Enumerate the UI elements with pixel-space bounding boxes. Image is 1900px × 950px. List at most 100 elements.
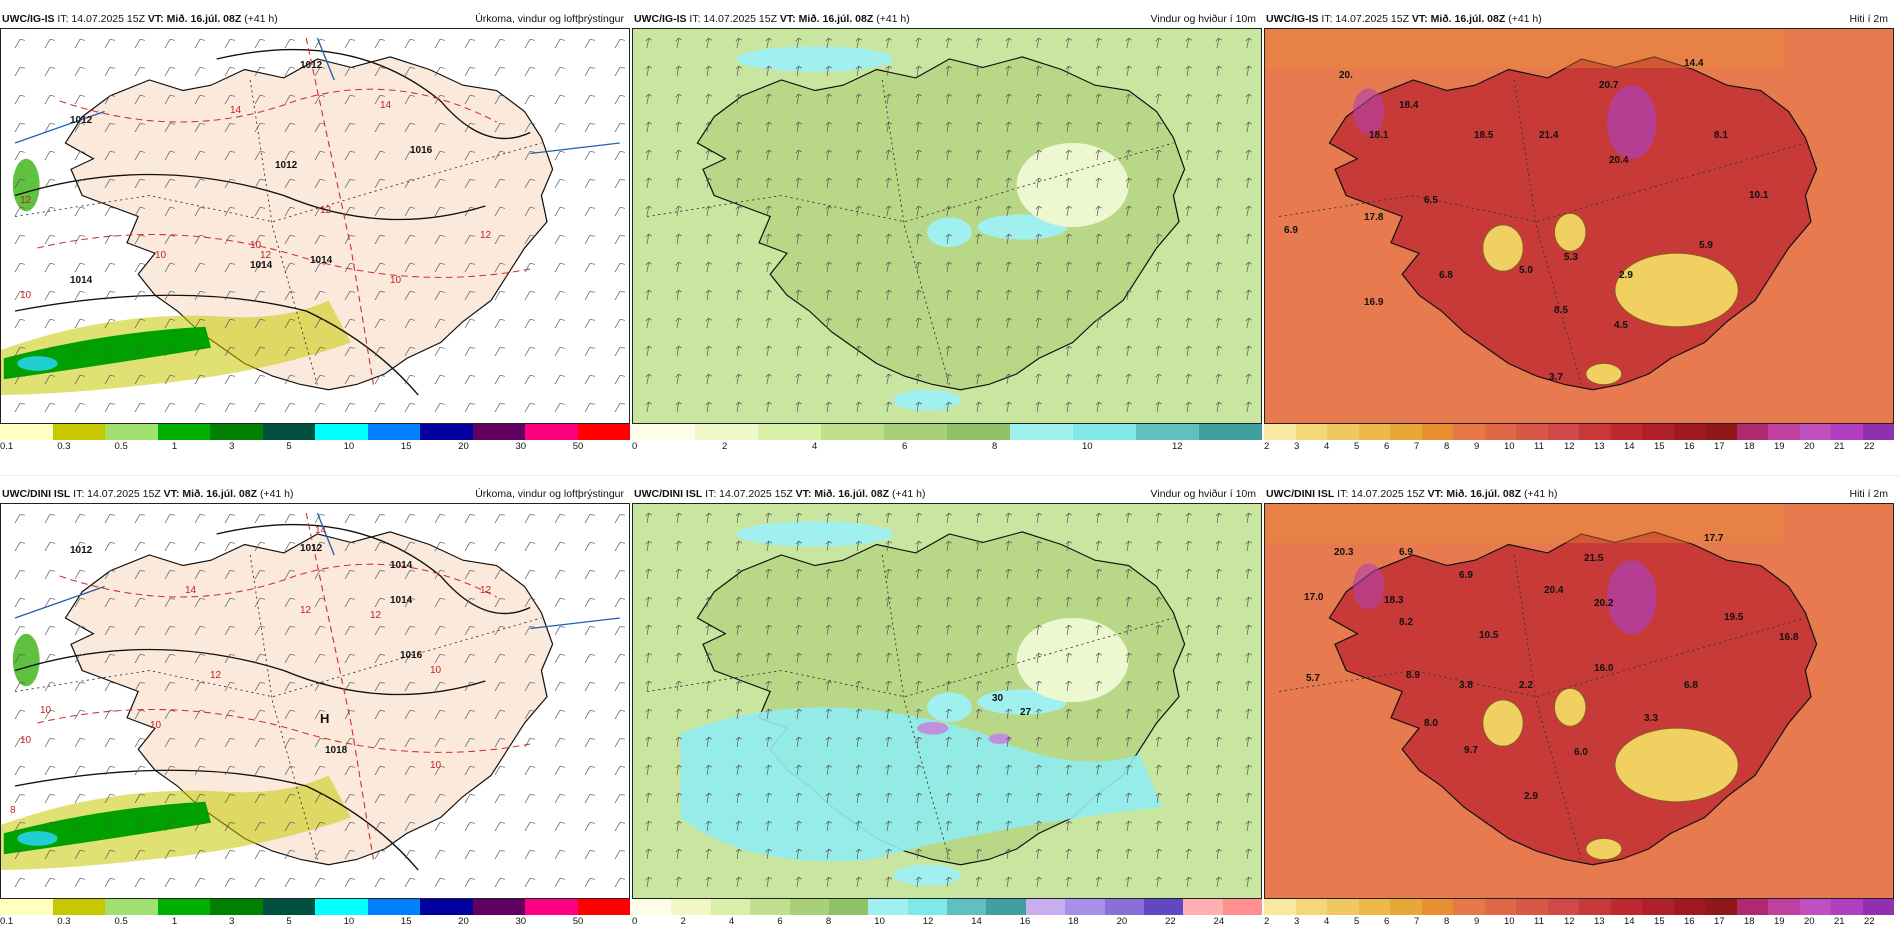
colorbar-tick-label: 12 — [922, 916, 934, 927]
colorbar-tick-label: 10 — [874, 916, 885, 927]
colorbar-segment — [420, 424, 473, 440]
wind-arrows — [14, 38, 626, 413]
colorbar-tick-label: 22 — [1165, 916, 1176, 927]
colorbar-tick-label: 3 — [229, 916, 235, 927]
colorbar-ticks: 0 2 4 6 8 10 12 14 16 18 20 22 24 — [632, 916, 1262, 930]
colorbar-tick-label: 5 — [286, 441, 292, 452]
hot-area — [1352, 563, 1385, 610]
precip-area — [12, 158, 40, 212]
colorbar-tick-label: 15 — [1654, 916, 1665, 927]
panel-dini-temp: UWC/DINI ISL IT: 14.07.2025 15Z VT: Mið.… — [1264, 485, 1894, 950]
colorbar-segment — [1390, 424, 1422, 440]
colorbar — [632, 899, 1262, 915]
init-time: IT: 14.07.2025 15Z — [73, 488, 161, 500]
cool-area — [1554, 687, 1587, 727]
colorbar-tick-label: 10 — [1082, 441, 1093, 452]
colorbar-segment — [1547, 424, 1579, 440]
map-value-label: 1018 — [325, 745, 348, 756]
colorbar-segment — [1705, 899, 1737, 915]
map-plot: 30 27 — [632, 503, 1262, 899]
region-boundary — [1513, 79, 1582, 385]
colorbar-segment — [367, 424, 420, 440]
cool-area — [1614, 727, 1739, 803]
colorbar-segment — [105, 899, 158, 915]
colorbar-segment — [367, 899, 420, 915]
map-frame — [0, 28, 630, 424]
map-plot: 1012 1014 1012 1016 1014 1012 1014 14 14 12 12 12 12… — [0, 28, 630, 424]
colorbar-segment — [695, 424, 758, 440]
colorbar-tick-label: 6 — [1384, 441, 1390, 452]
colorbar-segment — [947, 899, 987, 915]
colorbar-ticks: 0.1 0.3 0.5 1 3 5 10 15 20 30 50 — [0, 441, 630, 455]
lead-time: (+41 h) — [259, 488, 294, 500]
map-value-label: 17.0 — [1304, 592, 1324, 603]
colorbar-segment — [1516, 899, 1548, 915]
cool-area — [1585, 838, 1623, 860]
map-value-label: 2.2 — [1519, 680, 1533, 691]
colorbar-segment — [1222, 899, 1262, 915]
colorbar-tick-label: 8 — [1444, 916, 1450, 927]
map-value-label: 8.1 — [1714, 130, 1728, 141]
colorbar-tick-label: 11 — [1534, 441, 1544, 452]
colorbar-tick-label: 10 — [343, 441, 355, 452]
colorbar-tick-label: 0.5 — [114, 441, 128, 452]
map-frame — [0, 503, 630, 899]
map-value-label: 12 — [480, 230, 492, 241]
map-value-label: 1012 — [300, 60, 323, 71]
colorbar-segment — [472, 899, 525, 915]
colorbar-tick-label: 30 — [515, 916, 527, 927]
colorbar — [0, 899, 630, 915]
colorbar-segment — [52, 899, 105, 915]
isobar — [14, 769, 419, 871]
field-title: Úrkoma, vindur og loftþrýstingur — [475, 13, 624, 25]
wind-arrows — [645, 512, 1252, 888]
colorbar-segment — [1768, 424, 1800, 440]
colorbar-segment — [1025, 899, 1066, 915]
region-boundary — [14, 617, 542, 698]
map-value-label: 12 — [370, 610, 382, 621]
gust-area — [893, 389, 961, 411]
region-boundary — [881, 79, 950, 385]
colorbar-tick-label: 20 — [458, 441, 469, 452]
colorbar-tick-label: 20 — [1116, 916, 1128, 927]
init-time: IT: 14.07.2025 15Z — [689, 13, 777, 25]
map-value-label: 6.5 — [1424, 195, 1438, 206]
map-value-label: 5.0 — [1519, 265, 1533, 276]
colorbar-segment — [525, 899, 578, 915]
colorbar-segment — [884, 424, 947, 440]
map-value-label: 10 — [150, 720, 162, 731]
map-value-label: 3.7 — [1549, 372, 1563, 383]
map-value-label: 17.8 — [1364, 212, 1384, 223]
model-name: UWC/IG-IS — [634, 13, 687, 25]
map-value-label: 27 — [1020, 707, 1032, 718]
colorbar-tick-label: 3 — [1294, 916, 1300, 927]
colorbar-tick-label: 20 — [1804, 916, 1815, 927]
map-value-label: 12 — [320, 205, 332, 216]
colorbar-tick-label: 18 — [1068, 916, 1079, 927]
isotherm — [37, 233, 531, 278]
colorbar-segment — [828, 899, 869, 915]
value-labels: 1012 1014 1016 1014 1012 H 1018 14 14 12 12 12 12 10 1… — [10, 525, 492, 816]
panel-header: UWC/IG-IS IT: 14.07.2025 15Z VT: Mið. 16… — [0, 10, 630, 28]
cool-area — [1554, 212, 1587, 252]
cool-area — [1585, 363, 1623, 385]
colorbar — [1264, 899, 1894, 915]
colorbar-tick-label: 17 — [1714, 916, 1725, 927]
map-value-label: 12 — [300, 605, 312, 616]
map-value-label: 3.8 — [1459, 680, 1473, 691]
colorbar-segment — [315, 899, 368, 915]
colorbar-tick-label: 22 — [1864, 441, 1875, 452]
colorbar-tick-label: 4 — [1324, 441, 1330, 452]
map-value-label: 8.2 — [1399, 617, 1413, 628]
colorbar-segment — [1421, 899, 1453, 915]
lead-time: (+41 h) — [1523, 488, 1558, 500]
region-boundary — [249, 554, 318, 860]
colorbar-tick-label: 4 — [812, 441, 818, 452]
colorbar-tick-label: 21 — [1834, 916, 1845, 927]
colorbar-tick-label: 50 — [572, 441, 584, 452]
lead-time: (+41 h) — [891, 488, 926, 500]
colorbar-segment — [210, 899, 263, 915]
colorbar-tick-label: 13 — [1594, 441, 1605, 452]
colorbar-segment — [1295, 899, 1327, 915]
panel-header: UWC/DINI ISL IT: 14.07.2025 15Z VT: Mið.… — [632, 485, 1262, 503]
